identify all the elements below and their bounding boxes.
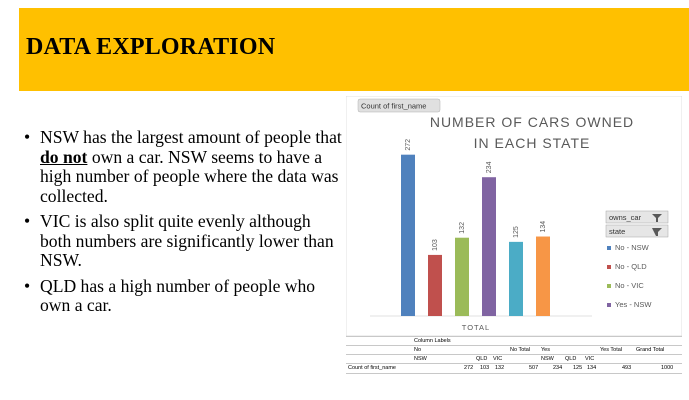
bullet-dot: •	[24, 211, 31, 231]
chart-title-line-2: IN EACH STATE	[474, 135, 591, 151]
pivot-row-header-3: NSW QLD VIC NSW QLD VIC	[346, 354, 682, 364]
filter-label-state: state	[609, 227, 625, 236]
legend-swatch	[607, 284, 611, 288]
pivot-value: 493	[622, 365, 632, 371]
bullet-text: NSW has the largest amount of people tha…	[40, 127, 342, 147]
slide-title: DATA EXPLORATION	[26, 34, 276, 60]
legend-swatch	[607, 265, 611, 269]
pivot-row-label: Count of first_name	[348, 365, 396, 371]
legend-swatch	[607, 303, 611, 307]
bar-value-label: 103	[432, 239, 439, 251]
bar-5	[509, 241, 523, 316]
legend-label: No - QLD	[615, 262, 647, 271]
pivot-grand-total: Grand Total	[636, 347, 665, 353]
pivot-yes-total: Yes Total	[600, 347, 623, 353]
bullet-dot: •	[24, 127, 31, 147]
pivot-value: 134	[587, 365, 597, 371]
filter-icon	[652, 214, 662, 222]
pivot-value: 234	[553, 365, 563, 371]
bullet-text-end: own a car. NSW seems to have a high numb…	[40, 146, 339, 206]
bar-value-label: 132	[459, 222, 466, 234]
title-banner: DATA EXPLORATION	[19, 8, 689, 91]
pivot-state: VIC	[585, 356, 595, 362]
pivot-yes: Yes	[541, 347, 550, 353]
bar-3	[455, 237, 469, 316]
pivot-column-labels: Column Labels	[414, 338, 451, 344]
bars-group: 272 103 132 234 125 134	[401, 139, 550, 316]
pivot-row-header-1: Column Labels	[346, 336, 682, 346]
pivot-value: 103	[480, 365, 490, 371]
pivot-value: 1000	[661, 365, 674, 371]
bullet-item: • QLD has a high number of people who own…	[24, 275, 344, 316]
legend-label: Yes - NSW	[615, 300, 652, 309]
chart-title-line-1: NUMBER OF CARS OWNED	[430, 114, 634, 130]
filter-button-owns-car[interactable]: owns_car	[605, 210, 669, 224]
pivot-state: QLD	[565, 356, 577, 362]
bar-value-label: 134	[540, 221, 547, 233]
bullet-item: • VIC is also split quite evenly although…	[24, 211, 344, 271]
bar-value-label: 272	[405, 139, 412, 151]
bar-value-label: 234	[486, 161, 493, 173]
bullet-emphasis: do not	[40, 146, 88, 167]
pivot-state: VIC	[493, 356, 503, 362]
pivot-value: 132	[495, 365, 505, 371]
bar-1	[401, 154, 415, 316]
legend-label: No - NSW	[615, 243, 650, 252]
bar-4	[482, 177, 496, 316]
pivot-chart: Count of first_name NUMBER OF CARS OWNED…	[346, 96, 682, 380]
pivot-value: 272	[464, 365, 474, 371]
pivot-state: NSW	[541, 356, 554, 362]
pivot-value: 125	[573, 365, 583, 371]
filter-label-owns-car: owns_car	[609, 213, 642, 222]
legend-label: No - VIC	[615, 281, 644, 290]
value-field-button[interactable]: Count of first_name	[357, 98, 441, 113]
legend: No - NSW No - QLD No - VIC Yes - NSW	[607, 243, 652, 309]
pivot-state: QLD	[476, 356, 488, 362]
pivot-value: 507	[529, 365, 539, 371]
chart-svg: Count of first_name NUMBER OF CARS OWNED…	[346, 96, 682, 336]
filter-icon	[652, 228, 662, 236]
bullet-dot: •	[24, 275, 31, 296]
pivot-row-values: Count of first_name 272 103 132 507 234 …	[346, 363, 682, 374]
bullet-item: • NSW has the largest amount of people th…	[24, 127, 344, 206]
legend-swatch	[607, 246, 611, 250]
bullet-text: QLD has a high number of people who own …	[40, 275, 316, 315]
pivot-no: No	[414, 347, 422, 353]
bullet-text: VIC is also split quite evenly although …	[40, 211, 334, 270]
bullet-list: • NSW has the largest amount of people th…	[24, 127, 344, 322]
bar-2	[428, 254, 442, 316]
bar-value-label: 125	[513, 226, 520, 238]
value-field-label: Count of first_name	[361, 102, 426, 111]
pivot-no-total: No Total	[510, 347, 531, 353]
bar-6	[536, 236, 550, 316]
pivot-state: NSW	[414, 356, 427, 362]
x-axis-label: TOTAL	[462, 323, 490, 332]
filter-button-state[interactable]: state	[605, 224, 669, 238]
pivot-row-header-2: No No Total Yes Yes Total Grand Total	[346, 345, 682, 355]
